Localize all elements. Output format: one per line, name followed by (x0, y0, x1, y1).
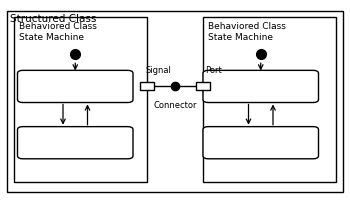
FancyBboxPatch shape (203, 18, 336, 182)
FancyBboxPatch shape (18, 71, 133, 103)
FancyBboxPatch shape (14, 18, 147, 182)
FancyBboxPatch shape (196, 83, 210, 91)
FancyBboxPatch shape (140, 83, 154, 91)
FancyBboxPatch shape (7, 12, 343, 192)
Text: Port: Port (205, 66, 222, 75)
Text: Structured Class: Structured Class (10, 14, 97, 24)
Text: Signal: Signal (146, 66, 172, 75)
Text: Behaviored Class
State Machine: Behaviored Class State Machine (19, 22, 97, 42)
Text: Connector: Connector (153, 100, 197, 109)
FancyBboxPatch shape (18, 127, 133, 159)
Text: Behaviored Class
State Machine: Behaviored Class State Machine (208, 22, 286, 42)
FancyBboxPatch shape (203, 127, 318, 159)
FancyBboxPatch shape (203, 71, 318, 103)
